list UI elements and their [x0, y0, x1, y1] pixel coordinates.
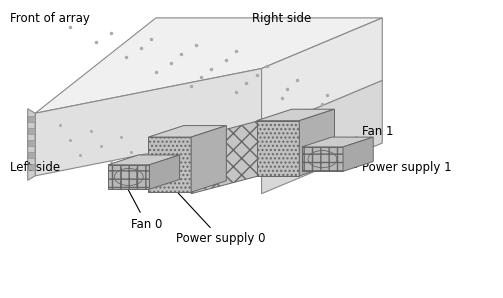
Polygon shape: [257, 109, 334, 121]
Polygon shape: [28, 109, 35, 180]
Polygon shape: [148, 126, 226, 137]
Text: Left side: Left side: [10, 161, 60, 174]
Polygon shape: [28, 128, 35, 134]
Text: Fan 0: Fan 0: [125, 183, 162, 231]
Text: Front of array: Front of array: [10, 12, 90, 25]
Polygon shape: [35, 18, 382, 113]
Polygon shape: [28, 152, 35, 158]
Polygon shape: [343, 137, 373, 171]
Text: Power supply 0: Power supply 0: [176, 193, 266, 246]
Polygon shape: [257, 121, 299, 176]
Polygon shape: [108, 155, 180, 165]
Polygon shape: [149, 155, 180, 189]
Polygon shape: [28, 164, 35, 170]
Polygon shape: [191, 121, 259, 194]
Polygon shape: [35, 69, 262, 176]
Polygon shape: [262, 18, 382, 131]
Polygon shape: [299, 109, 334, 176]
Polygon shape: [28, 116, 35, 122]
Polygon shape: [262, 80, 382, 194]
Text: Fan 1: Fan 1: [322, 125, 394, 146]
Polygon shape: [108, 165, 149, 189]
Text: Power supply 1: Power supply 1: [305, 161, 452, 174]
Polygon shape: [191, 126, 226, 192]
Polygon shape: [148, 137, 191, 192]
Text: Right side: Right side: [252, 12, 311, 25]
Polygon shape: [28, 140, 35, 146]
Polygon shape: [302, 137, 373, 147]
Polygon shape: [302, 147, 343, 171]
